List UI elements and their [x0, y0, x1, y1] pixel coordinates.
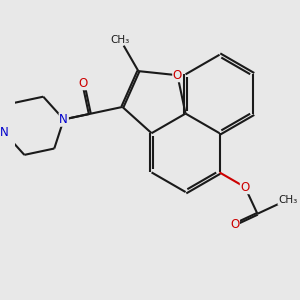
Text: CH₃: CH₃ [278, 195, 297, 205]
Text: O: O [79, 77, 88, 90]
Text: N: N [59, 113, 68, 126]
Text: O: O [173, 69, 182, 82]
Text: O: O [240, 181, 250, 194]
Text: N: N [59, 113, 68, 126]
Text: CH₃: CH₃ [110, 34, 130, 45]
Text: O: O [230, 218, 239, 231]
Text: N: N [0, 126, 8, 139]
